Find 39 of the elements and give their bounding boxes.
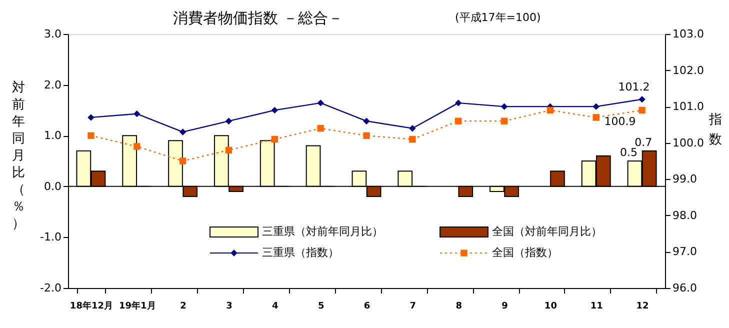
x-tick-label: 5 xyxy=(318,302,324,312)
x-tick-label: 9 xyxy=(502,302,508,312)
y-tick-label: 0.0 xyxy=(44,180,62,193)
y-tick-label: -1.0 xyxy=(40,230,62,244)
y2-tick-label: 98.0 xyxy=(672,208,697,222)
y2-tick-label: 96.0 xyxy=(672,282,697,294)
x-tick-label: 6 xyxy=(364,302,370,312)
y2-tick-label: 99.0 xyxy=(672,172,697,186)
x-tick-label: 3 xyxy=(226,302,232,312)
x-tick-label: 7 xyxy=(410,302,416,312)
y2-tick-label: 97.0 xyxy=(672,245,697,258)
y2-tick-label: 102.0 xyxy=(672,64,704,77)
x-tick-label: 18年12月 xyxy=(70,300,113,312)
y-tick-label: 2.0 xyxy=(44,78,62,92)
x-tick-label: 19年1月 xyxy=(118,300,156,312)
chart-title: 消費者物価指数 －総合－ xyxy=(173,9,343,27)
chart-subtitle: (平成17年=100) xyxy=(455,11,541,24)
x-tick-label: 8 xyxy=(456,302,462,312)
data-label: 100.9 xyxy=(604,115,636,128)
data-label: 0.5 xyxy=(620,146,638,159)
y2-tick-label: 100.0 xyxy=(672,136,704,150)
legend-label: 全国（対前年同月比） xyxy=(492,225,602,238)
y2-axis-title: 指数 xyxy=(708,112,722,148)
y-tick-label: 3.0 xyxy=(44,28,62,40)
data-label: 0.7 xyxy=(634,136,652,149)
data-label: 101.2 xyxy=(618,80,650,94)
y2-tick-label: 103.0 xyxy=(672,28,704,40)
legend-label: 三重県（指数） xyxy=(262,246,339,259)
x-tick-label: 10 xyxy=(544,302,557,312)
legend-label: 全国（指数） xyxy=(492,246,558,259)
x-tick-label: 11 xyxy=(590,302,603,312)
text: 対前年同月比（％） xyxy=(12,80,25,232)
y-tick-label: -2.0 xyxy=(40,282,62,294)
legend-label: 三重県（対前年同月比） xyxy=(262,225,383,238)
y-tick-label: 1.0 xyxy=(44,129,62,142)
x-tick-label: 2 xyxy=(180,302,186,312)
x-tick-label: 4 xyxy=(272,302,278,312)
x-tick-label: 12 xyxy=(636,302,649,312)
y2-tick-label: 101.0 xyxy=(672,100,704,114)
